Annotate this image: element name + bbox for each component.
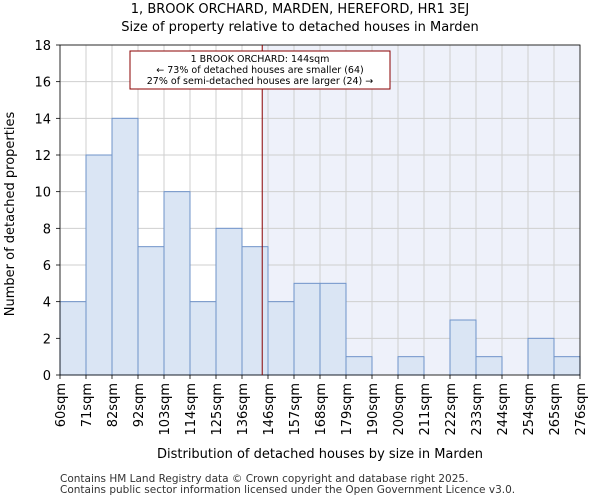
bar <box>397 356 425 376</box>
x-tick-label: 103sqm <box>158 383 173 436</box>
footer-copyright: Contains HM Land Registry data © Crown c… <box>60 473 469 485</box>
x-tick-label: 265sqm <box>548 383 563 436</box>
bar <box>267 301 295 376</box>
annotation-line: 27% of semi-detached houses are larger (… <box>147 76 374 87</box>
bar <box>189 301 217 376</box>
x-tick-label: 179sqm <box>340 383 355 436</box>
x-tick-label: 136sqm <box>236 383 251 436</box>
x-tick-label: 82sqm <box>106 383 121 427</box>
x-tick-label: 92sqm <box>132 383 147 427</box>
bar <box>215 227 243 376</box>
bar <box>319 282 347 376</box>
y-tick-label: 16 <box>34 76 51 91</box>
footer-licence: Contains public sector information licen… <box>60 484 516 496</box>
bar <box>163 191 191 376</box>
annotation-box <box>129 50 391 90</box>
y-tick-label: 18 <box>34 39 51 54</box>
x-axis-label: Distribution of detached houses by size … <box>157 447 483 462</box>
annotation-line: 1 BROOK ORCHARD: 144sqm <box>191 54 330 65</box>
x-tick-label: 125sqm <box>210 383 225 436</box>
chart-subtitle: Size of property relative to detached ho… <box>121 20 479 35</box>
x-tick-label: 146sqm <box>262 383 277 436</box>
bar <box>293 282 321 376</box>
x-tick-label: 254sqm <box>522 383 537 436</box>
bar <box>85 154 113 376</box>
x-tick-label: 168sqm <box>314 383 329 436</box>
y-tick-label: 8 <box>43 222 51 237</box>
bars-layer <box>59 117 581 376</box>
y-tick-label: 4 <box>43 296 51 311</box>
grid-layer <box>59 44 581 376</box>
y-tick-label: 6 <box>43 259 51 274</box>
bar <box>449 319 477 376</box>
y-tick-label: 12 <box>34 149 51 164</box>
bar <box>475 356 503 376</box>
bar <box>553 356 581 376</box>
y-tick-label: 0 <box>43 369 51 384</box>
chart-title: 1, BROOK ORCHARD, MARDEN, HEREFORD, HR1 … <box>130 2 470 17</box>
bar <box>59 301 87 376</box>
bar <box>241 246 269 376</box>
x-tick-label: 276sqm <box>574 383 589 436</box>
y-axis-label: Number of detached properties <box>3 112 18 317</box>
bar <box>345 356 373 376</box>
x-tick-label: 233sqm <box>470 383 485 436</box>
x-tick-label: 190sqm <box>366 383 381 436</box>
y-tick-label: 2 <box>43 332 51 347</box>
x-tick-label: 60sqm <box>54 383 69 427</box>
x-tick-label: 71sqm <box>80 383 95 427</box>
x-tick-label: 114sqm <box>184 383 199 436</box>
bar <box>111 117 139 376</box>
x-tick-label: 244sqm <box>496 383 511 436</box>
marker-layer: 1 BROOK ORCHARD: 144sqm← 73% of detached… <box>129 45 391 375</box>
y-tick-label: 10 <box>34 186 51 201</box>
bar <box>137 246 165 376</box>
y-tick-label: 14 <box>34 112 51 127</box>
x-tick-label: 200sqm <box>392 383 407 436</box>
x-tick-label: 211sqm <box>418 383 433 436</box>
x-tick-label: 157sqm <box>288 383 303 436</box>
bar <box>527 337 555 376</box>
axes-layer: 0 2 4 6 8 10 12 14 16 18 60sqm 71sqm 82sqm 92sqm 103sq… <box>34 39 589 436</box>
annotation-line: ← 73% of detached houses are smaller (64… <box>156 65 363 76</box>
x-tick-label: 222sqm <box>444 383 459 436</box>
